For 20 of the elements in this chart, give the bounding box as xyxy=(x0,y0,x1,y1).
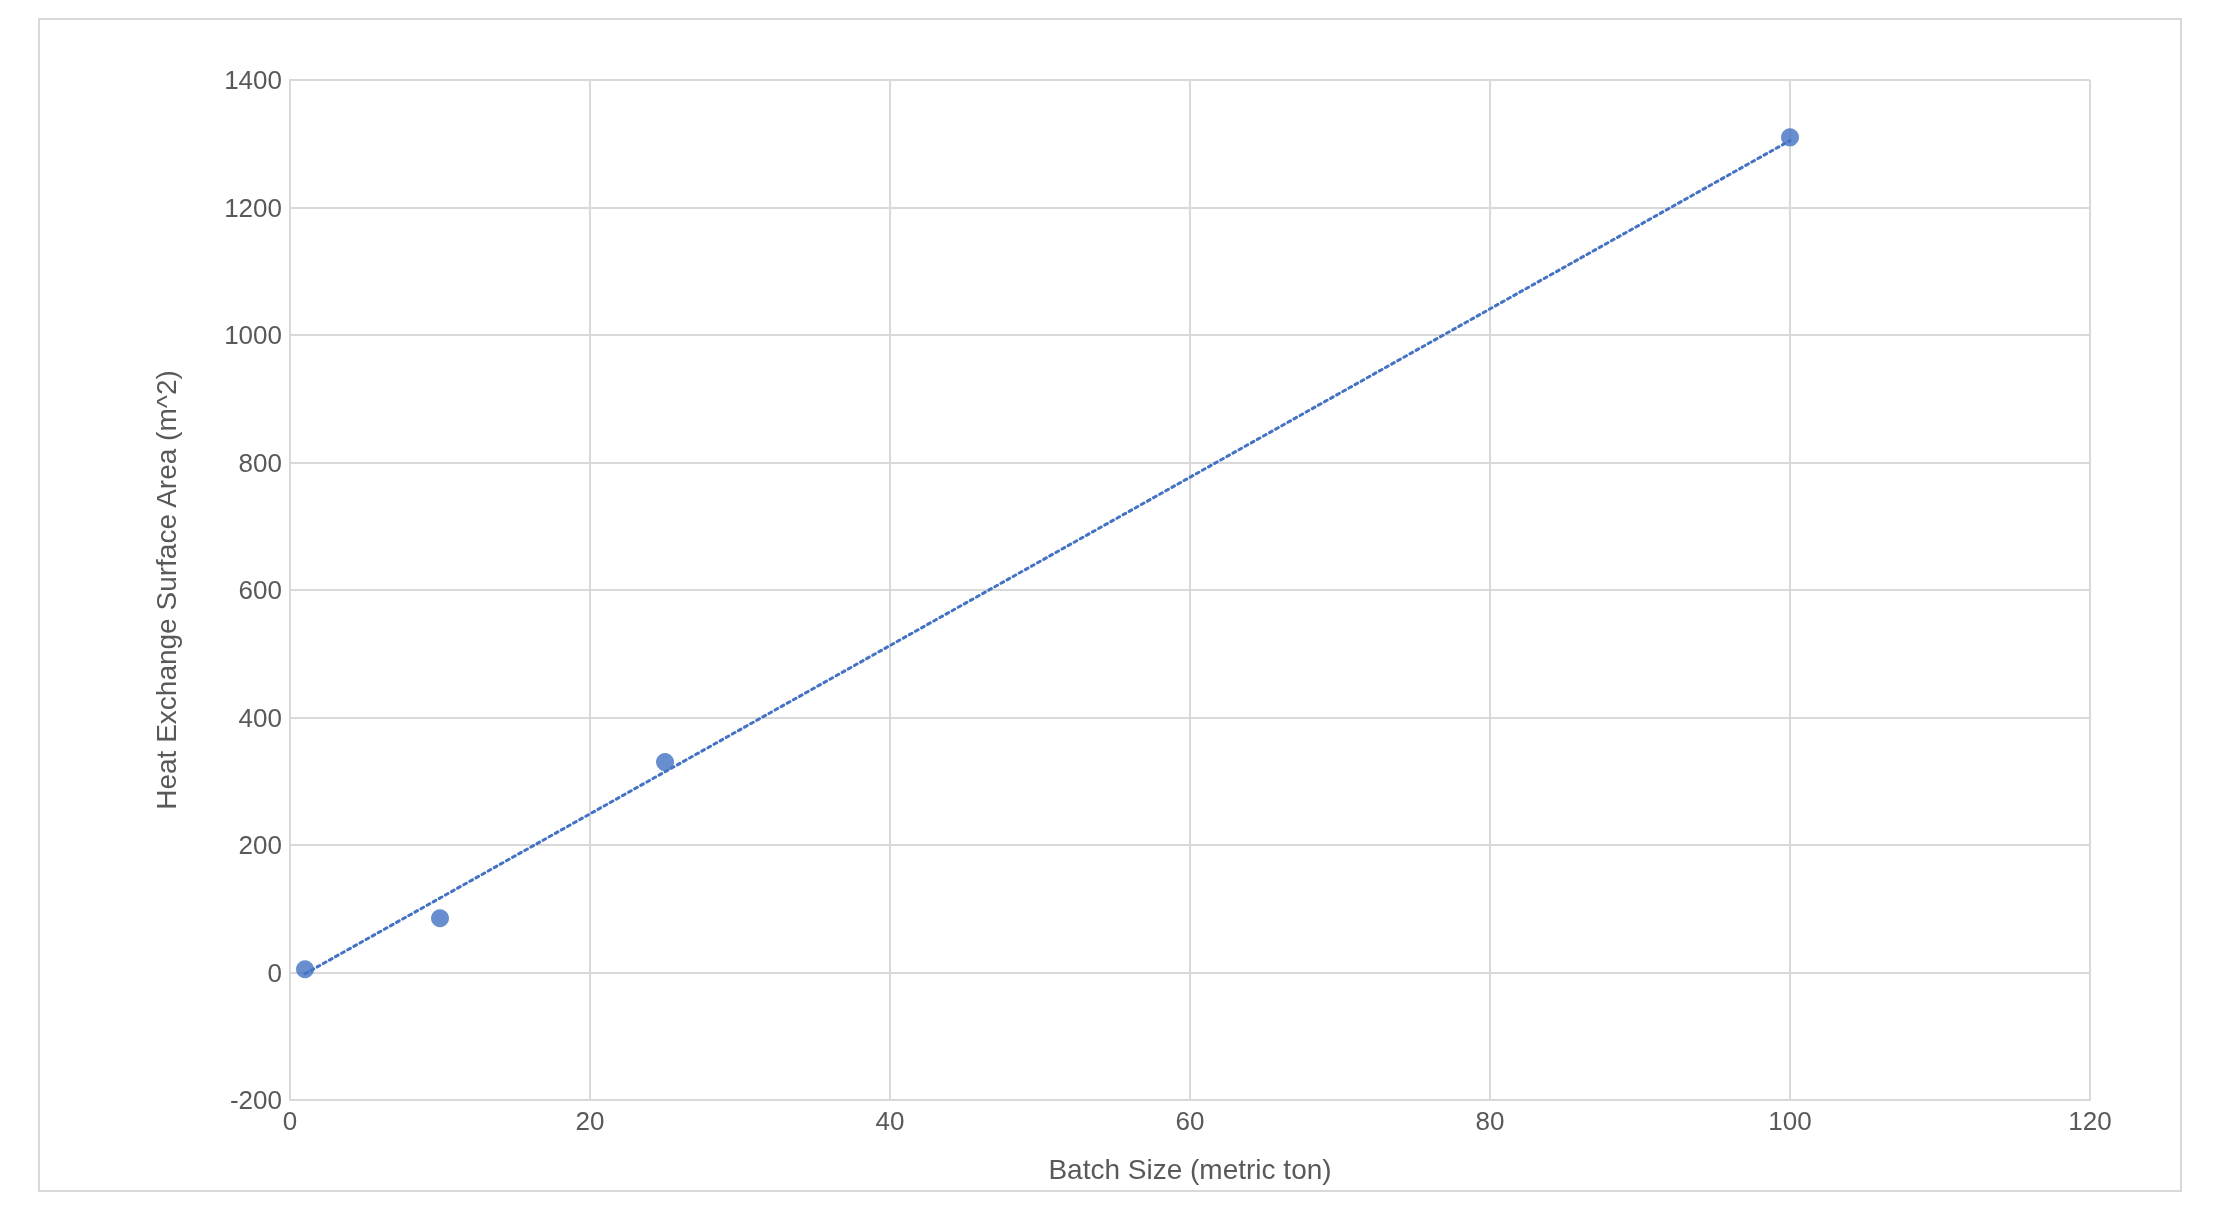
y-tick-label: 400 xyxy=(238,702,282,733)
x-axis-title: Batch Size (metric ton) xyxy=(1048,1153,1332,1185)
x-tick-label: 100 xyxy=(1768,1106,1812,1136)
x-tick-label: 80 xyxy=(1475,1106,1505,1136)
y-tick-label: 200 xyxy=(238,830,282,860)
x-tick-label: 60 xyxy=(1175,1106,1205,1136)
x-tick-label: 20 xyxy=(575,1106,605,1136)
point xyxy=(656,753,674,772)
y-tick-label: 1000 xyxy=(224,320,282,350)
x-tick-label: 40 xyxy=(875,1106,905,1136)
y-tick-label: 600 xyxy=(238,575,282,605)
y-tick-label: 0 xyxy=(267,957,282,988)
y-tick-label: 800 xyxy=(238,447,282,478)
x-tick-label: 120 xyxy=(2068,1106,2112,1136)
y-axis-title: Heat Exchange Surface Area (m^2) xyxy=(150,370,182,810)
point xyxy=(1781,128,1799,147)
y-tick-label: -200 xyxy=(229,1085,282,1115)
y-tick-label: 1200 xyxy=(224,192,282,223)
y-tick-label: 1400 xyxy=(224,65,282,95)
point xyxy=(431,909,449,928)
